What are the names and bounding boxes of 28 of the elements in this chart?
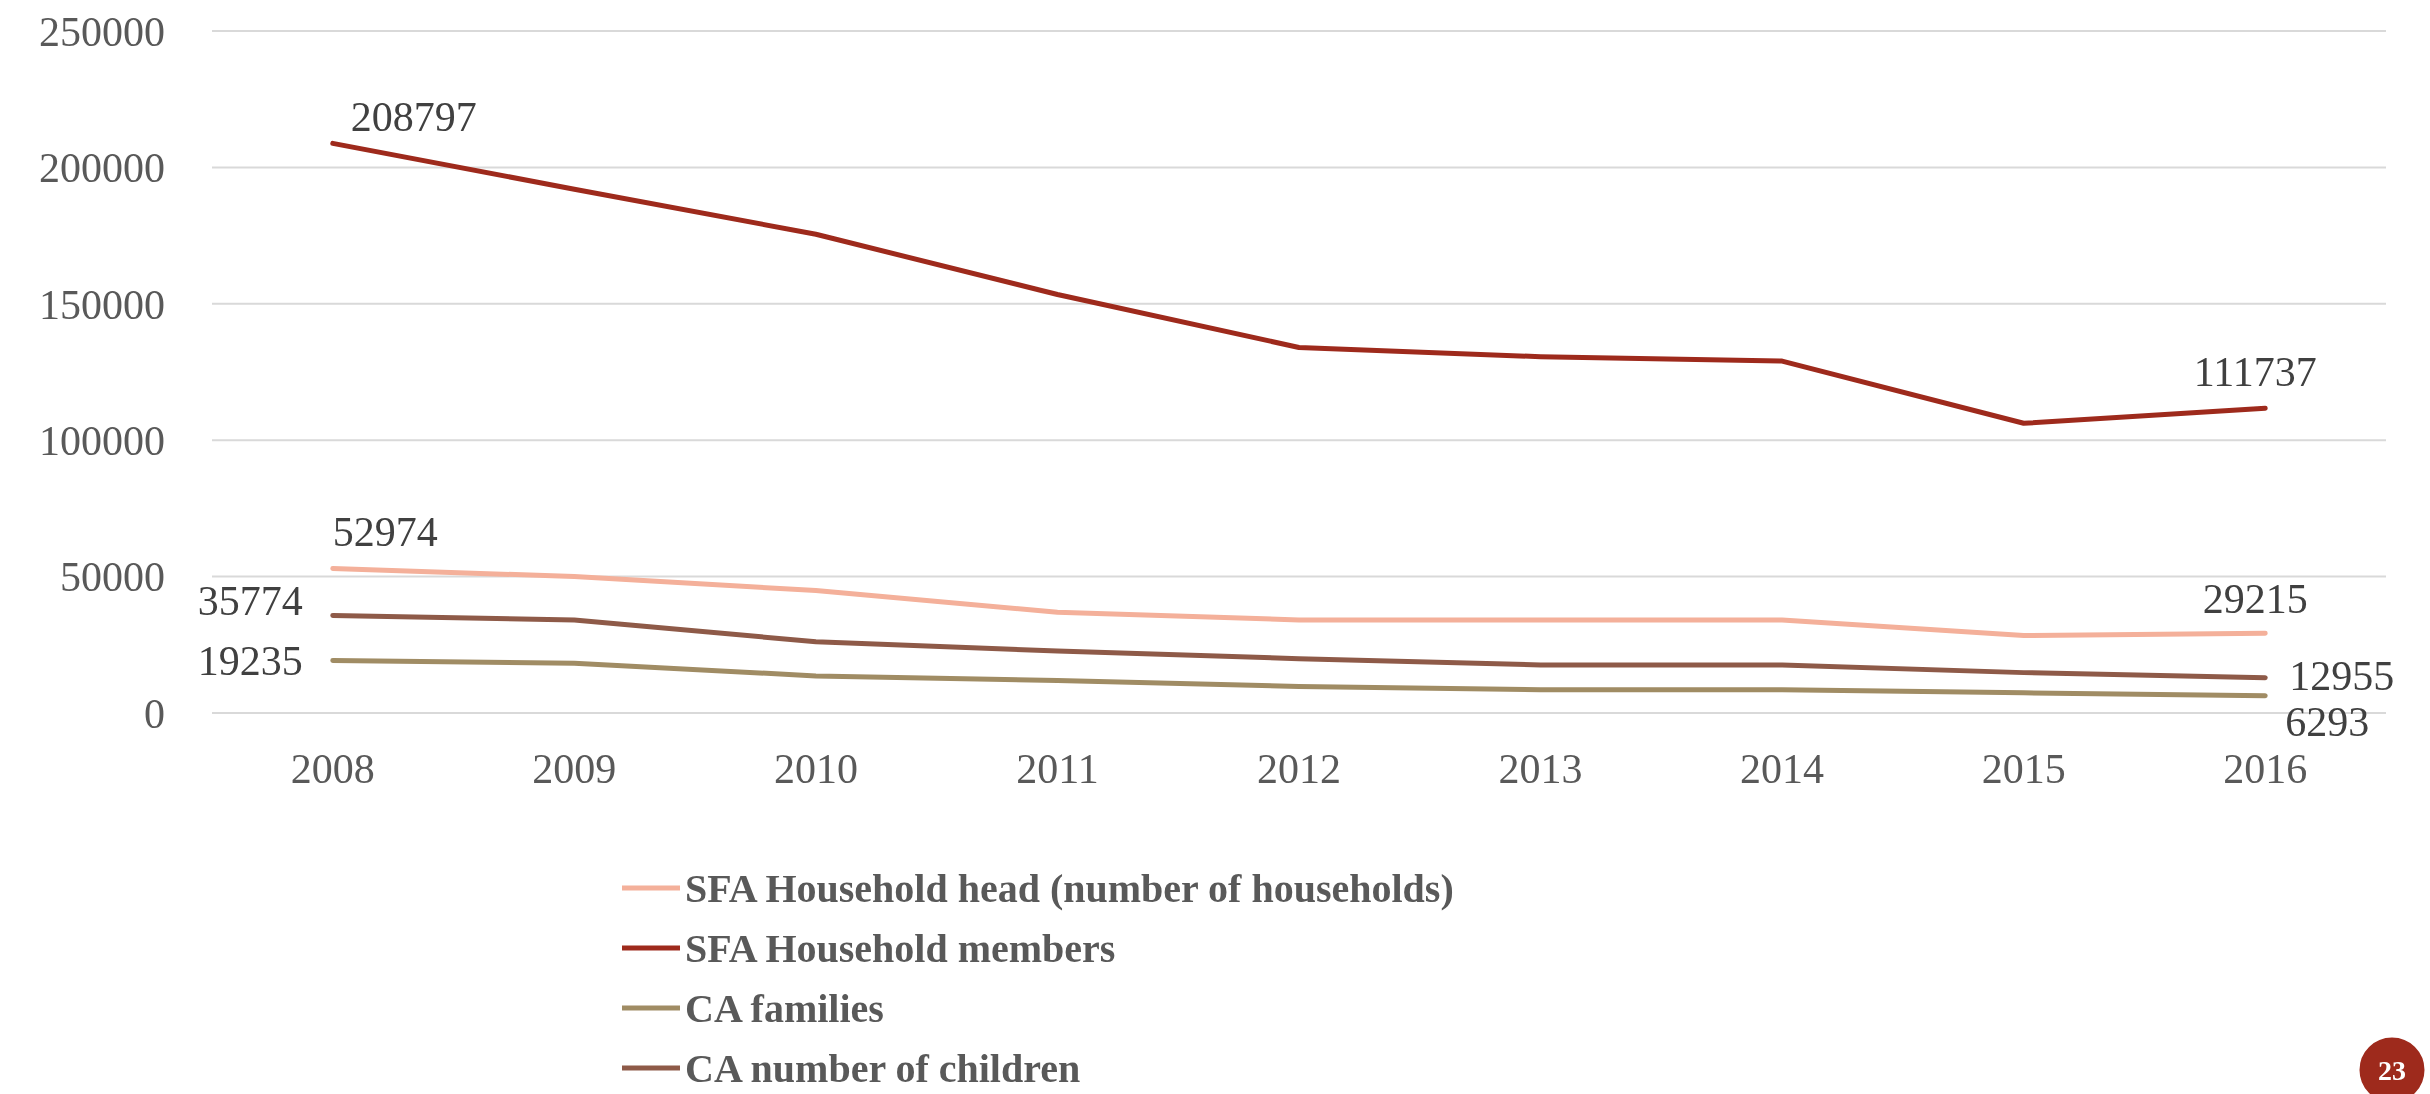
data-label: 52974 bbox=[332, 509, 438, 556]
x-tick-label: 2010 bbox=[773, 746, 858, 792]
legend-label: CA families bbox=[685, 986, 884, 1031]
text: 23 bbox=[2378, 1054, 2406, 1086]
x-tick-label: 2012 bbox=[1257, 746, 1341, 792]
data-label: 12955 bbox=[2289, 652, 2395, 699]
y-tick-label: 200000 bbox=[39, 145, 165, 192]
y-tick-label: 100000 bbox=[39, 417, 165, 464]
y-tick-label: 150000 bbox=[39, 281, 165, 328]
legend-label: SFA Household members bbox=[685, 926, 1116, 971]
x-tick-label: 2016 bbox=[2223, 746, 2308, 792]
data-label: 208797 bbox=[350, 94, 477, 141]
x-tick-label: 2011 bbox=[1016, 746, 1099, 792]
x-tick-label: 2008 bbox=[290, 746, 375, 792]
y-tick-label: 50000 bbox=[60, 554, 165, 601]
legend-label: CA number of children bbox=[685, 1046, 1081, 1091]
y-tick-label: 0 bbox=[144, 690, 165, 737]
y-tick-label: 250000 bbox=[39, 8, 165, 55]
legend-label: SFA Household head (number of households) bbox=[685, 866, 1454, 911]
data-label: 35774 bbox=[197, 578, 303, 625]
x-tick-label: 2013 bbox=[1498, 746, 1583, 792]
data-label: 29215 bbox=[2202, 576, 2308, 623]
data-label: 6293 bbox=[2285, 698, 2370, 745]
x-tick-label: 2009 bbox=[532, 746, 617, 792]
data-label: 19235 bbox=[197, 637, 303, 684]
x-tick-label: 2014 bbox=[1740, 746, 1825, 792]
x-tick-label: 2015 bbox=[1981, 746, 2066, 792]
data-label: 111737 bbox=[2193, 349, 2317, 396]
